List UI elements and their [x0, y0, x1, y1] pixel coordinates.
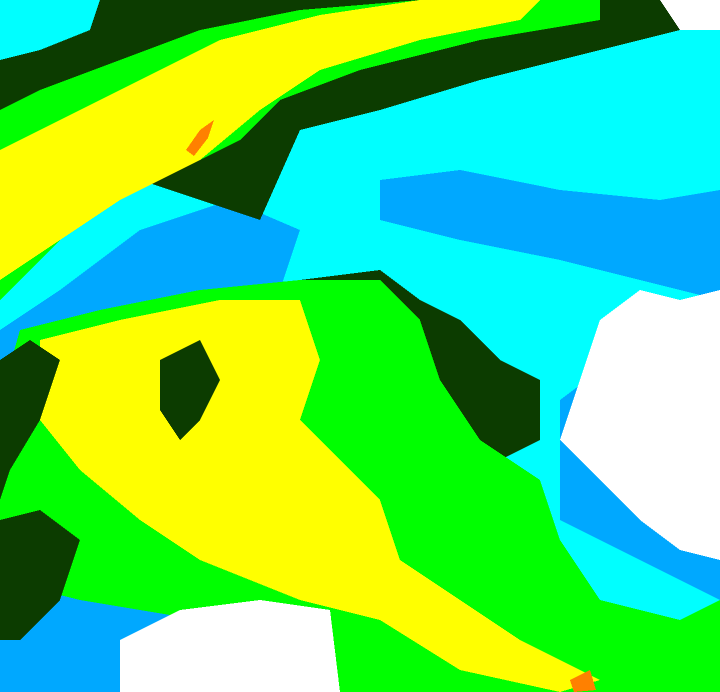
dark-green-left [0, 340, 60, 500]
dark-green-bottom [0, 510, 80, 640]
blue-band-left [0, 200, 300, 380]
dark-green-lower [160, 340, 220, 440]
orange-speck-bottom [570, 670, 596, 692]
white-right [560, 290, 720, 560]
blue-patches [380, 170, 720, 300]
white-top-right [660, 0, 720, 30]
yellow-band [0, 0, 540, 280]
white-bottom [120, 600, 340, 692]
cyan-top-left [0, 0, 100, 60]
orange-speck [186, 120, 214, 156]
